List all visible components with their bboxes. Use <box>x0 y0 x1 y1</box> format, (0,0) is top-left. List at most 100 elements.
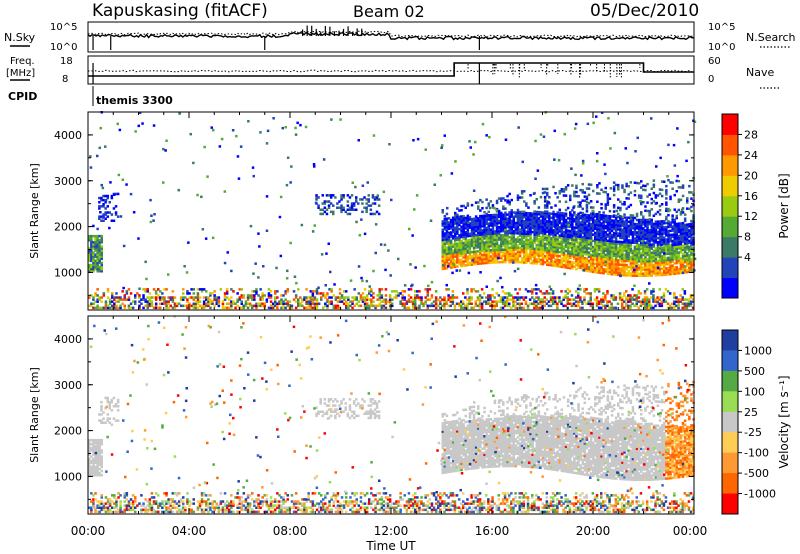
power-cell <box>466 251 470 254</box>
power-cell <box>660 257 664 260</box>
power-cell <box>305 302 308 305</box>
power-cell <box>637 300 641 303</box>
power-cell <box>535 296 538 299</box>
power-cell <box>520 242 524 246</box>
power-cell <box>650 247 653 250</box>
station-title: Kapuskasing (fitACF) <box>92 1 268 21</box>
power-cell <box>456 265 459 268</box>
power-cell <box>610 306 613 310</box>
power-cell <box>207 296 210 299</box>
power-cell <box>677 298 680 301</box>
power-cell <box>691 306 695 310</box>
power-cell <box>92 259 95 263</box>
power-cell <box>449 262 453 265</box>
power-cell <box>514 240 518 243</box>
power-cell <box>529 249 532 252</box>
power-cell <box>485 243 488 246</box>
power-cell <box>644 241 647 244</box>
power-cell <box>592 258 595 261</box>
freq-label-1: Freq. <box>10 56 35 67</box>
power-cell <box>627 251 630 255</box>
power-cell <box>144 288 147 291</box>
power-cell <box>648 214 651 217</box>
power-cell <box>502 252 505 256</box>
power-cell <box>281 126 284 130</box>
power-cell <box>325 200 329 203</box>
power-cell <box>506 231 509 235</box>
power-cell <box>230 288 233 291</box>
power-cell <box>535 245 538 249</box>
power-cell <box>510 219 513 223</box>
power-cell <box>654 272 658 275</box>
power-cell <box>531 239 534 242</box>
power-cell <box>121 298 124 301</box>
power-cell <box>533 200 536 203</box>
power-cell <box>518 213 522 217</box>
power-cell <box>575 234 578 238</box>
power-cell <box>690 228 693 232</box>
power-cell <box>614 223 618 227</box>
power-cell <box>554 239 557 243</box>
power-cell <box>550 224 553 228</box>
power-cell <box>537 241 541 245</box>
power-cell <box>446 232 450 236</box>
power-cell <box>598 238 601 241</box>
power-cell <box>346 208 350 211</box>
power-cell <box>627 205 630 209</box>
power-cell <box>621 232 624 236</box>
power-cell <box>456 257 459 260</box>
power-cell <box>614 217 618 221</box>
power-cell <box>585 238 589 242</box>
power-cell <box>690 251 693 255</box>
power-cell <box>637 274 641 277</box>
power-cell <box>491 261 495 264</box>
power-cell <box>660 226 664 229</box>
power-cell <box>389 274 392 277</box>
power-cell <box>623 269 626 273</box>
power-cell <box>625 245 628 248</box>
power-cell <box>585 253 589 256</box>
power-cell <box>443 219 447 223</box>
power-cell <box>282 306 285 310</box>
power-cell <box>614 225 618 229</box>
power-cell <box>669 181 672 184</box>
power-cell <box>470 236 474 239</box>
power-cell <box>495 256 499 260</box>
power-cell <box>525 202 528 205</box>
power-cell <box>675 257 678 261</box>
power-cell <box>631 270 635 273</box>
power-cell <box>579 266 582 269</box>
power-cell <box>571 261 574 264</box>
power-cell <box>474 240 478 243</box>
power-cell <box>182 298 185 301</box>
power-cell <box>508 260 511 264</box>
power-cell <box>317 204 320 207</box>
power-cell <box>642 229 645 232</box>
power-cell <box>608 306 611 310</box>
power-cell <box>491 253 495 256</box>
power-cell <box>598 257 601 260</box>
power-cell <box>479 254 482 257</box>
power-cell <box>656 251 660 254</box>
power-cell <box>478 298 482 301</box>
power-cell <box>543 198 547 201</box>
power-cell <box>443 302 446 305</box>
power-cell <box>100 296 103 299</box>
power-cell <box>285 183 289 187</box>
power-cell <box>564 222 568 226</box>
power-cell <box>365 210 368 214</box>
power-cell <box>445 252 449 255</box>
power-cell <box>529 255 532 258</box>
power-cell <box>500 246 503 249</box>
power-cell <box>649 245 652 249</box>
power-cell <box>600 263 603 266</box>
power-cell <box>671 268 674 272</box>
power-cell <box>478 302 482 305</box>
power-cell <box>587 255 591 258</box>
power-cell <box>340 300 344 303</box>
power-cell <box>453 296 457 299</box>
power-cell <box>579 223 582 226</box>
power-cell <box>681 306 684 310</box>
power-cell <box>470 290 473 293</box>
power-cell <box>470 203 474 207</box>
